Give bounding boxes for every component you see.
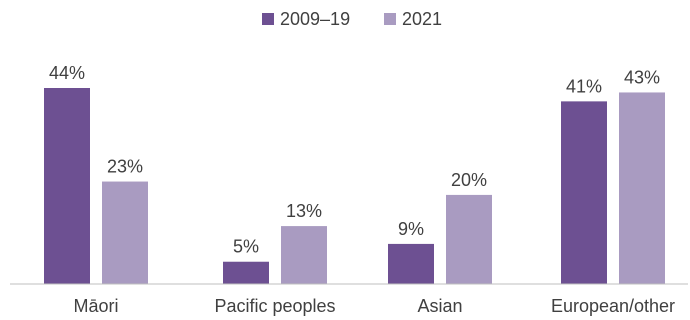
legend-label-0: 2009–19 — [280, 9, 350, 29]
legend: 2009–19 2021 — [262, 9, 442, 29]
bar-2-1 — [446, 194, 492, 284]
bar-0-0 — [44, 88, 90, 284]
value-label: 9% — [398, 219, 424, 239]
bars — [44, 88, 665, 284]
bar-1-1 — [281, 226, 327, 284]
legend-swatch-1 — [384, 13, 396, 25]
bar-0-1 — [102, 181, 148, 284]
bar-2-0 — [388, 243, 434, 284]
value-label: 13% — [286, 201, 322, 221]
value-label: 43% — [624, 67, 660, 87]
value-label: 23% — [107, 157, 143, 177]
category-label: Māori — [73, 296, 118, 316]
category-labels: Māori Pacific peoples Asian European/other — [73, 296, 675, 316]
value-labels: 44% 23% 5% 13% 9% 20% 41% 43% — [49, 63, 660, 257]
bar-1-0 — [223, 261, 269, 284]
bar-3-0 — [561, 101, 607, 284]
value-label: 41% — [566, 76, 602, 96]
value-label: 44% — [49, 63, 85, 83]
legend-swatch-0 — [262, 13, 274, 25]
category-label: Pacific peoples — [214, 296, 335, 316]
value-label: 20% — [451, 170, 487, 190]
category-label: European/other — [551, 296, 675, 316]
bar-3-1 — [619, 92, 665, 284]
legend-label-1: 2021 — [402, 9, 442, 29]
category-label: Asian — [417, 296, 462, 316]
value-label: 5% — [233, 237, 259, 257]
